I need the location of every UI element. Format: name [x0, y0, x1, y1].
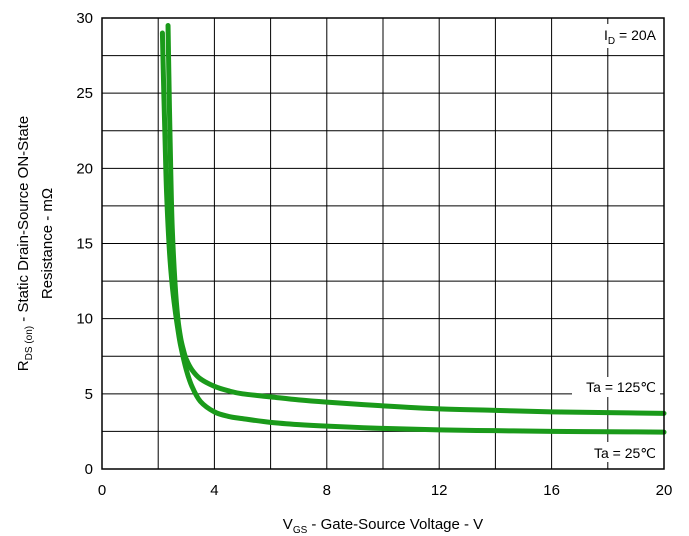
- series-label-0: Ta = 125℃: [586, 379, 656, 395]
- y-tick-label: 0: [85, 461, 93, 478]
- x-tick-label: 0: [98, 482, 106, 499]
- x-tick-label: 8: [323, 482, 331, 499]
- y-ticks: 0 5 10 15 20 25 30: [76, 10, 93, 478]
- condition-label: ID = 20A: [582, 24, 662, 48]
- y-tick-label: 5: [85, 386, 93, 403]
- y-tick-label: 10: [76, 311, 93, 328]
- x-tick-label: 20: [656, 482, 673, 499]
- series-line-0: [165, 23, 667, 416]
- series-label-1: Ta = 25℃: [594, 445, 656, 461]
- series-label-bg: [572, 442, 660, 462]
- y-axis-title-line2: Resistance - mΩ: [39, 188, 56, 299]
- series-line-1: [159, 30, 667, 435]
- x-tick-label: 12: [431, 482, 448, 499]
- x-tick-label: 16: [543, 482, 560, 499]
- x-tick-label: 4: [210, 482, 218, 499]
- y-axis-title-line1: RDS (on) - Static Drain-Source ON-State: [15, 116, 35, 371]
- svg-text:ID = 20A: ID = 20A: [604, 27, 657, 47]
- x-axis-title: VGS - Gate-Source Voltage - V: [283, 516, 483, 536]
- plot-frame: [101, 17, 665, 470]
- curves: [159, 23, 667, 435]
- y-tick-label: 30: [76, 10, 93, 27]
- series-label-bg: [572, 377, 660, 397]
- y-axis-title: RDS (on) - Static Drain-Source ON-State …: [15, 116, 56, 371]
- x-ticks: 0 4 8 12 16 20: [98, 482, 673, 499]
- y-tick-label: 25: [76, 85, 93, 102]
- series-labels: Ta = 125℃ Ta = 25℃: [572, 377, 660, 462]
- y-tick-label: 15: [76, 236, 93, 253]
- y-tick-label: 20: [76, 160, 93, 177]
